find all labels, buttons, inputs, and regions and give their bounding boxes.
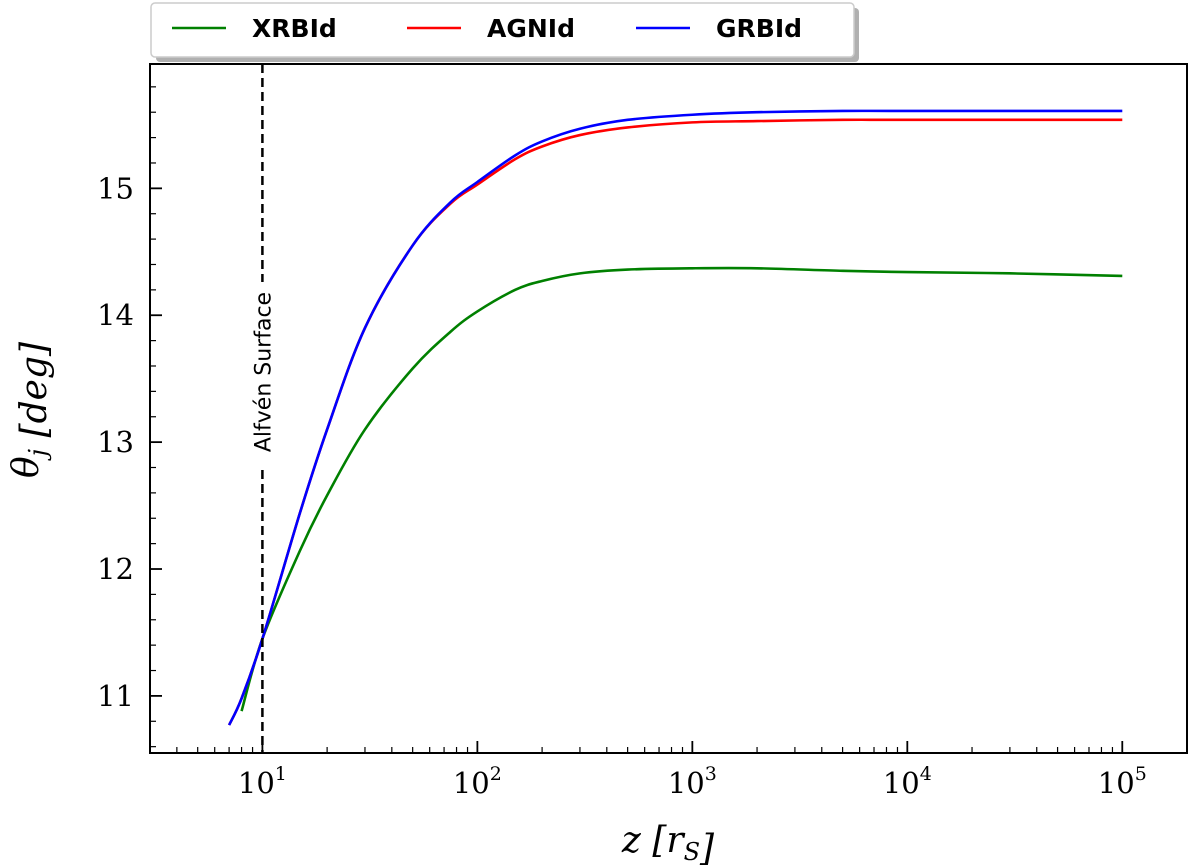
x-tick-label: 103 bbox=[668, 763, 717, 800]
y-tick-label: 14 bbox=[97, 298, 134, 332]
series-line-xrbid bbox=[240, 266, 1123, 712]
series-layer bbox=[227, 109, 1123, 726]
y-tick-label: 15 bbox=[97, 171, 134, 205]
legend: XRBId AGNId GRBId bbox=[150, 2, 859, 62]
series-line-agnid bbox=[227, 118, 1123, 726]
plot-area: Alfvén Surface 101 102 103 104 105 11 12 13 14 15 bbox=[97, 63, 1188, 800]
y-tick-label: 12 bbox=[97, 552, 134, 586]
series-line-grbid bbox=[227, 109, 1123, 726]
y-axis-label: θj [deg] bbox=[6, 341, 55, 478]
plot-frame bbox=[149, 63, 1188, 754]
legend-label-grbid: GRBId bbox=[716, 14, 802, 43]
y-tick-label: 11 bbox=[97, 679, 134, 713]
x-tick-label: 101 bbox=[238, 763, 287, 800]
legend-frame bbox=[150, 2, 855, 58]
alfven-surface-label-bg bbox=[249, 282, 276, 468]
alfven-surface-label: Alfvén Surface bbox=[251, 292, 276, 452]
y-tick-label: 13 bbox=[97, 425, 134, 459]
x-tick-label: 104 bbox=[883, 763, 932, 800]
legend-label-agnid: AGNId bbox=[487, 14, 575, 43]
x-tick-label: 105 bbox=[1098, 763, 1147, 800]
annotation-layer: Alfvén Surface bbox=[249, 64, 276, 753]
x-axis-label: z [rS] bbox=[621, 820, 715, 866]
legend-label-xrbid: XRBId bbox=[252, 14, 337, 43]
x-tick-label: 102 bbox=[453, 763, 502, 800]
ticks-layer: 101 102 103 104 105 11 12 13 14 15 bbox=[97, 86, 1188, 800]
